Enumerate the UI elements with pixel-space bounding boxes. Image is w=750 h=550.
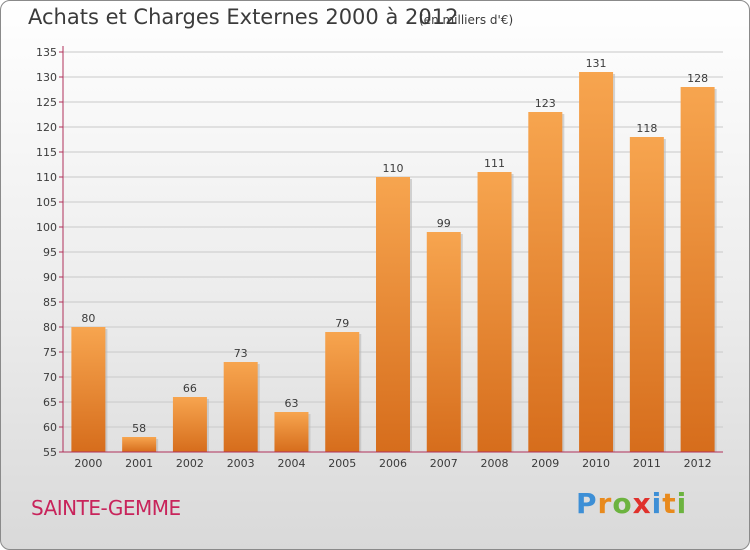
y-tick-label: 95 xyxy=(43,246,57,259)
x-tick-label: 2001 xyxy=(125,457,153,470)
data-label: 73 xyxy=(234,347,248,360)
y-tick-label: 120 xyxy=(36,121,57,134)
y-tick-label: 85 xyxy=(43,296,57,309)
y-tick-label: 80 xyxy=(43,321,57,334)
x-tick-label: 2005 xyxy=(328,457,356,470)
bar xyxy=(579,72,614,452)
chart-title: Achats et Charges Externes 2000 à 2012 xyxy=(28,5,459,29)
bar xyxy=(325,332,360,452)
data-label: 63 xyxy=(284,397,298,410)
data-label: 99 xyxy=(437,217,451,230)
data-label: 111 xyxy=(484,157,505,170)
data-label: 118 xyxy=(636,122,657,135)
bar xyxy=(376,177,410,452)
x-tick-label: 2010 xyxy=(582,457,610,470)
y-tick-label: 65 xyxy=(43,396,57,409)
bar xyxy=(223,362,258,452)
bar xyxy=(629,137,664,452)
logo-letter: o xyxy=(612,487,633,520)
logo-letter: i xyxy=(651,487,663,520)
x-tick-label: 2009 xyxy=(531,457,559,470)
data-label: 131 xyxy=(586,57,607,70)
x-tick-label: 2007 xyxy=(430,457,458,470)
y-tick-label: 100 xyxy=(36,221,57,234)
x-tick-label: 2004 xyxy=(277,457,305,470)
bar xyxy=(680,87,715,452)
bar xyxy=(477,172,512,452)
y-tick-label: 130 xyxy=(36,71,57,84)
logo-letter: x xyxy=(632,487,652,520)
bar xyxy=(122,437,157,452)
x-tick-label: 2006 xyxy=(379,457,407,470)
data-label: 79 xyxy=(335,317,349,330)
y-tick-label: 105 xyxy=(36,196,57,209)
y-tick-label: 110 xyxy=(36,171,57,184)
y-tick-label: 60 xyxy=(43,421,57,434)
x-tick-label: 2002 xyxy=(176,457,204,470)
y-tick-label: 75 xyxy=(43,346,57,359)
data-label: 80 xyxy=(81,312,95,325)
y-tick-label: 135 xyxy=(36,46,57,59)
bar xyxy=(71,327,106,452)
bar xyxy=(274,412,309,452)
x-tick-label: 2000 xyxy=(74,457,102,470)
chart-subtitle: (en milliers d'€) xyxy=(419,13,514,27)
proxiti-logo: Proxiti xyxy=(576,487,687,520)
data-label: 58 xyxy=(132,422,146,435)
logo-letter: P xyxy=(576,487,598,520)
data-label: 123 xyxy=(535,97,556,110)
data-label: 110 xyxy=(383,162,404,175)
x-tick-label: 2003 xyxy=(227,457,255,470)
logo-letter: t xyxy=(662,487,677,520)
y-tick-label: 55 xyxy=(43,446,57,459)
x-tick-label: 2012 xyxy=(684,457,712,470)
logo-letter: i xyxy=(676,487,688,520)
x-tick-label: 2011 xyxy=(633,457,661,470)
y-tick-label: 115 xyxy=(36,146,57,159)
data-label: 66 xyxy=(183,382,197,395)
y-tick-label: 70 xyxy=(43,371,57,384)
data-label: 128 xyxy=(687,72,708,85)
bar xyxy=(528,112,563,452)
bar xyxy=(426,232,461,452)
y-tick-label: 90 xyxy=(43,271,57,284)
x-tick-label: 2008 xyxy=(481,457,509,470)
location-name: SAINTE-GEMME xyxy=(31,496,181,520)
bar xyxy=(172,397,207,452)
logo-letter: r xyxy=(597,487,613,520)
y-tick-label: 125 xyxy=(36,96,57,109)
